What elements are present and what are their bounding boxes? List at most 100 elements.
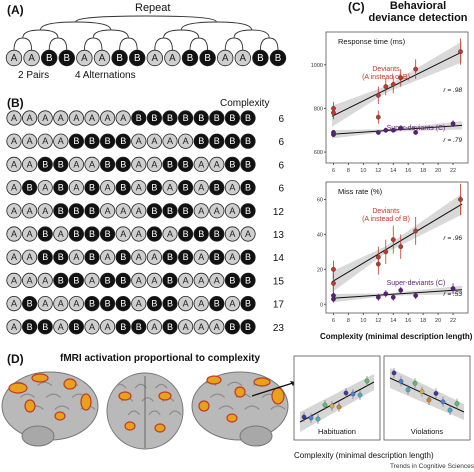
complexity-value: 6 [278, 114, 284, 125]
tree-branch [48, 37, 68, 51]
ball-letter: B [229, 113, 235, 123]
ball-letter: B [120, 159, 126, 169]
ball-circle [100, 180, 116, 196]
confidence-band [390, 368, 464, 420]
ball-circle [53, 133, 69, 149]
data-point [419, 389, 425, 394]
seq-ball-a: A [193, 272, 209, 288]
ball-circle [53, 180, 69, 196]
ball-letter: B [183, 113, 189, 123]
ball-circle [6, 110, 22, 126]
data-point [454, 401, 460, 406]
brain-sulcus [270, 405, 286, 410]
ball-letter: B [198, 136, 204, 146]
seq-ball-b: B [162, 319, 178, 335]
seq-ball-b: B [193, 110, 209, 126]
ball-letter: A [11, 159, 17, 169]
seq-ball-a: A [131, 180, 147, 196]
ball-circle [84, 296, 100, 312]
ball-letter: A [183, 275, 189, 285]
ball-letter: A [198, 206, 204, 216]
ball-circle [37, 156, 53, 173]
footer-credit: Trends in Cognitive Sciences [390, 463, 474, 470]
ball-letter: B [58, 275, 64, 285]
seq-ball-b: B [53, 272, 69, 288]
data-point [375, 92, 381, 98]
ball-circle [53, 249, 69, 265]
seq-ball-a: A [193, 180, 209, 196]
seq-ball-a: A [6, 180, 22, 196]
ball-circle [58, 49, 76, 67]
data-point [331, 106, 336, 111]
ball-circle [23, 49, 40, 67]
ball-circle [22, 249, 38, 265]
ball-letter: A [167, 229, 173, 239]
ball-letter: B [167, 322, 173, 332]
ball-circle [22, 272, 38, 288]
activation-blob [206, 375, 222, 385]
ball-circle [100, 226, 116, 242]
ball-letter: A [11, 299, 17, 309]
seq-ball-a: A [22, 203, 38, 219]
x-tick-label: 10 [360, 318, 366, 324]
chart-response-time: 6 8 10 12 14 16 18 20 22 600 800 1000 Response time … [311, 31, 469, 174]
ball-letter: A [214, 206, 220, 216]
ball-circle [178, 203, 194, 219]
leaf-ball-a: A [93, 49, 111, 67]
ball-letter: A [120, 206, 126, 216]
ball-circle [193, 156, 209, 173]
data-point [375, 130, 381, 135]
chart-miss-rate: 6 8 10 12 14 16 18 20 22 0 20 40 60 Miss rate (%) Devi… [317, 181, 469, 324]
seq-ball-a: A [224, 296, 240, 312]
ball-circle [209, 272, 225, 288]
seq-ball-a: A [53, 319, 69, 335]
ball-circle [100, 156, 116, 173]
ball-circle [209, 319, 225, 335]
ball-letter: A [229, 252, 235, 262]
ball-letter: B [151, 229, 157, 239]
ball-circle [131, 249, 147, 265]
ball-circle [115, 296, 131, 312]
seq-ball-a: A [178, 319, 194, 335]
data-point [450, 121, 456, 127]
seq-ball-a: A [146, 319, 162, 335]
ball-letter: B [42, 159, 48, 169]
ball-letter: A [151, 136, 157, 146]
ball-letter: B [183, 252, 189, 262]
leaf-ball-a: A [23, 49, 40, 67]
ball-circle [84, 133, 100, 149]
ball-circle [224, 249, 240, 265]
seq-ball-b: B [100, 156, 116, 173]
seq-ball-a: A [22, 272, 38, 288]
ball-letter: B [73, 275, 79, 285]
inset-label: Violations [411, 427, 444, 436]
seq-ball-b: B [240, 203, 256, 219]
leaf-ball-b: B [269, 49, 287, 67]
data-point [458, 197, 463, 202]
ball-letter: A [42, 183, 48, 193]
ball-circle [53, 319, 69, 335]
seq-ball-a: A [146, 249, 162, 265]
data-point [412, 380, 418, 386]
leaf-ball-b: B [111, 49, 128, 67]
seq-ball-b: B [22, 180, 38, 196]
seq-ball-a: A [68, 296, 85, 312]
ball-letter: B [73, 322, 79, 332]
ball-circle [68, 133, 85, 149]
seq-ball-b: B [115, 249, 131, 265]
brain-sulcus [168, 410, 182, 416]
ball-circle [146, 319, 162, 335]
seq-ball-a: A [22, 110, 38, 126]
brain-right-lateral [191, 371, 289, 447]
ball-letter: A [198, 322, 204, 332]
ball-circle [240, 156, 256, 173]
ball-letter: B [120, 322, 126, 332]
tree-branch [13, 37, 33, 51]
ball-letter: A [240, 53, 247, 64]
seq-ball-a: A [131, 296, 147, 312]
ball-circle [37, 272, 53, 288]
ball-circle [193, 272, 209, 288]
regression-line [331, 124, 463, 135]
ball-letter: B [42, 229, 48, 239]
data-point [331, 130, 336, 135]
